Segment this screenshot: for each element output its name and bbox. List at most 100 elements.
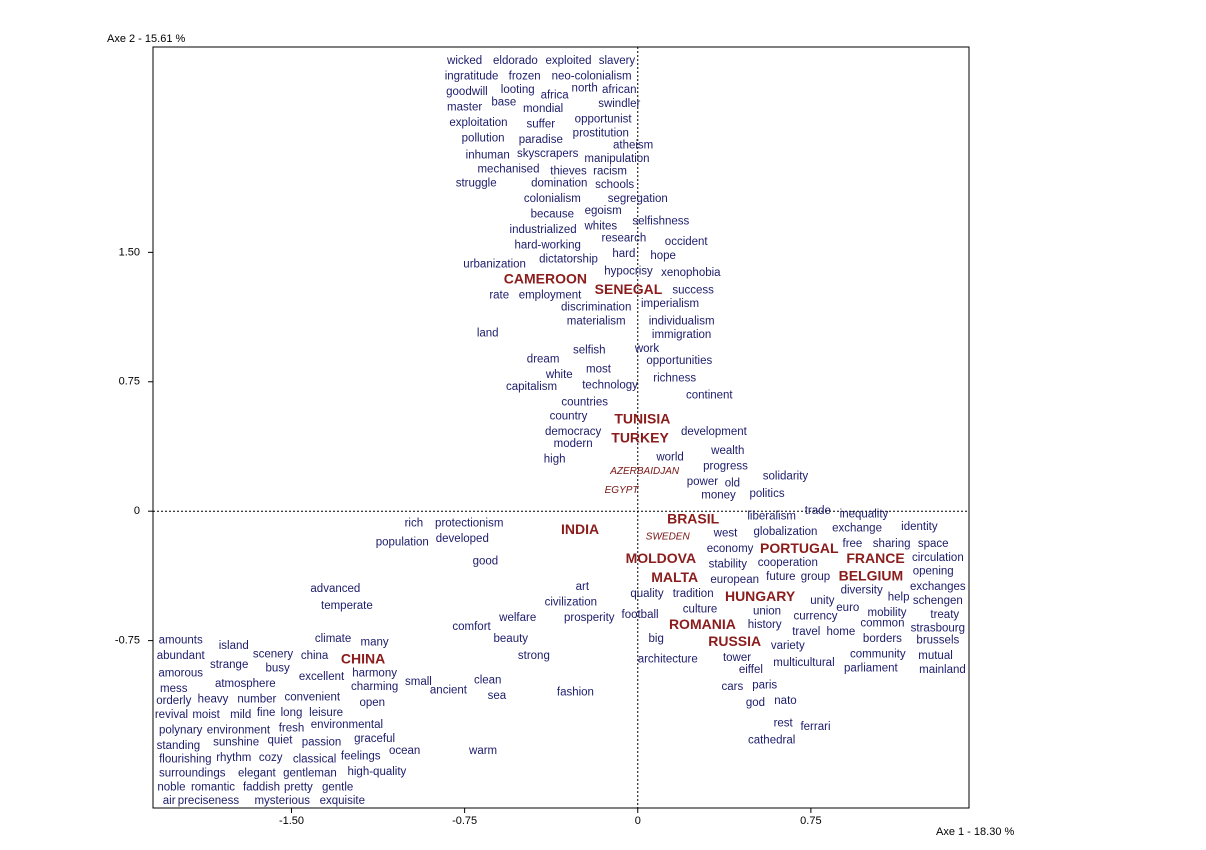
point-label: opportunities <box>646 355 712 367</box>
point-label: football <box>622 609 659 621</box>
point-label: hope <box>650 250 676 262</box>
point-label: HUNGARY <box>725 588 796 604</box>
point-label: variety <box>771 640 805 652</box>
x-tick-label: 0 <box>635 815 641 827</box>
point-label: tower <box>723 652 751 664</box>
point-label: good <box>473 555 499 567</box>
point-label: urbanization <box>463 258 526 270</box>
point-label: SENEGAL <box>595 281 663 297</box>
point-label: atmosphere <box>215 678 276 690</box>
point-label: warm <box>468 745 497 757</box>
point-label: technology <box>582 379 638 391</box>
point-label: feelings <box>341 750 381 762</box>
point-label: racism <box>593 165 627 177</box>
point-label: community <box>850 648 906 660</box>
point-label: neo-colonialism <box>552 70 632 82</box>
point-label: CHINA <box>341 650 385 666</box>
point-label: mainland <box>919 664 966 676</box>
point-label: capitalism <box>506 381 557 393</box>
point-label: small <box>405 676 432 688</box>
point-label: preciseness <box>178 795 240 807</box>
point-label: exchanges <box>910 581 966 593</box>
point-label: opening <box>913 566 954 578</box>
point-label: old <box>725 478 740 490</box>
point-label: advanced <box>310 583 360 595</box>
point-label: research <box>602 233 647 245</box>
point-label: ancient <box>430 685 468 697</box>
plot-frame <box>152 46 970 809</box>
point-label: liberalism <box>747 510 796 522</box>
point-label: european <box>710 574 759 586</box>
point-label: skyscrapers <box>517 148 579 160</box>
point-label: democracy <box>545 426 601 438</box>
point-label: nato <box>774 695 796 707</box>
point-label: inhuman <box>466 150 510 162</box>
point-label: high <box>544 453 566 465</box>
point-label: selfishness <box>632 215 689 227</box>
point-label: globalization <box>754 526 818 538</box>
point-label: master <box>447 101 482 113</box>
point-label: history <box>748 619 782 631</box>
point-label: flourishing <box>159 754 211 766</box>
point-label: africa <box>541 89 570 101</box>
point-label: land <box>477 327 499 339</box>
point-label: TURKEY <box>611 429 669 445</box>
point-label: abundant <box>157 650 206 662</box>
point-label: cooperation <box>758 557 818 569</box>
point-label: excellent <box>299 671 345 683</box>
point-label: big <box>649 633 664 645</box>
point-label: harmony <box>352 667 397 679</box>
point-label: industrialized <box>510 224 577 236</box>
point-label: eldorado <box>493 55 538 67</box>
point-label: mysterious <box>254 795 310 807</box>
point-label: dictatorship <box>539 253 598 265</box>
point-label: exchange <box>832 522 882 534</box>
point-label: solidarity <box>763 471 809 483</box>
point-label: space <box>918 538 949 550</box>
point-label: stability <box>709 559 748 571</box>
point-label: architecture <box>638 654 698 666</box>
point-label: politics <box>749 488 784 500</box>
point-label: TUNISIA <box>614 410 670 426</box>
point-label: unity <box>810 595 835 607</box>
y-axis-title: Axe 2 - 15.61 % <box>107 33 185 45</box>
x-tick-label: 0.75 <box>800 815 821 827</box>
point-label: FRANCE <box>846 550 904 566</box>
point-label: continent <box>686 390 733 402</box>
point-label: suffer <box>527 119 556 131</box>
point-label: passion <box>302 736 342 748</box>
point-label: eiffel <box>739 664 763 676</box>
point-label: wealth <box>710 445 744 457</box>
point-label: long <box>281 707 303 719</box>
point-label: whites <box>584 220 618 232</box>
point-label: because <box>531 208 574 220</box>
point-label: cars <box>722 681 744 693</box>
point-label: domination <box>531 177 587 189</box>
point-label: amorous <box>158 667 203 679</box>
point-label: home <box>826 626 855 638</box>
point-label: quality <box>630 588 663 600</box>
point-label: art <box>576 581 590 593</box>
point-label: fresh <box>279 723 305 735</box>
point-label: gentleman <box>283 768 337 780</box>
point-label: environment <box>207 724 271 736</box>
point-label: identity <box>901 521 938 533</box>
point-label: hypocrisy <box>604 265 653 277</box>
point-label: rest <box>774 717 794 729</box>
point-label: orderly <box>156 695 191 707</box>
point-label: swindler <box>598 98 640 110</box>
point-label: schools <box>595 179 634 191</box>
point-label: environmental <box>311 719 383 731</box>
point-label: cathedral <box>748 735 795 747</box>
point-label: SWEDEN <box>646 532 691 543</box>
point-label: pretty <box>284 781 313 793</box>
point-label: imperialism <box>641 298 699 310</box>
point-label: strange <box>210 659 248 671</box>
point-label: many <box>361 636 389 648</box>
point-label: mobility <box>868 607 907 619</box>
point-label: economy <box>707 543 754 555</box>
point-label: materialism <box>567 315 626 327</box>
point-label: ingratitude <box>445 70 499 82</box>
point-label: egoism <box>585 205 622 217</box>
